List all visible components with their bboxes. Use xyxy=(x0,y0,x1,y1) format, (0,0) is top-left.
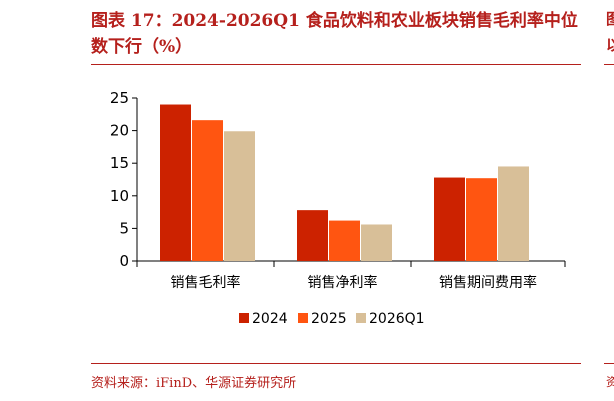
x-category-label: 销售期间费用率 xyxy=(439,274,537,291)
caption-divider xyxy=(91,64,581,65)
adjacent-divider xyxy=(604,64,614,65)
bar-2024-1 xyxy=(297,210,328,261)
source-note: 资料来源：iFinD、华源证券研究所 xyxy=(91,376,297,391)
adjacent-source-fragment: 资 xyxy=(606,375,614,389)
bars xyxy=(160,104,529,262)
bar-2024-2 xyxy=(434,177,465,261)
source-divider xyxy=(91,363,581,364)
y-tick-label: 25 xyxy=(110,89,129,107)
x-category-label: 销售净利率 xyxy=(308,274,378,291)
bar-2026Q1-1 xyxy=(361,224,392,261)
adjacent-divider xyxy=(604,363,614,364)
y-tick-label: 10 xyxy=(110,187,129,205)
adjacent-caption-fragment: 以 xyxy=(606,36,614,54)
legend: 2024 2025 2026Q1 xyxy=(239,311,425,327)
bar-2025-2 xyxy=(466,178,497,261)
legend-swatch xyxy=(356,313,366,323)
x-axis: 销售毛利率 销售净利率 销售期间费用率 xyxy=(136,260,566,291)
y-axis: 0 5 10 15 20 25 xyxy=(110,89,138,270)
bar-2025-0 xyxy=(192,120,223,261)
y-tick-label: 0 xyxy=(119,252,129,270)
bar-2026Q1-0 xyxy=(224,131,255,261)
bar-2025-1 xyxy=(329,220,360,261)
y-tick-label: 15 xyxy=(110,154,129,172)
figure-caption: 图表 17：2024-2026Q1 食品饮料和农业板块销售毛利率中位数下行（%） xyxy=(91,11,578,57)
bar-2024-0 xyxy=(160,104,191,262)
legend-label: 2026Q1 xyxy=(369,311,425,327)
legend-label: 2025 xyxy=(311,311,347,327)
y-tick-label: 20 xyxy=(110,122,129,140)
y-tick-label: 5 xyxy=(119,219,129,237)
legend-swatch xyxy=(239,313,249,323)
adjacent-caption-fragment: 图 xyxy=(606,10,614,28)
bar-2026Q1-2 xyxy=(498,166,529,261)
x-category-label: 销售毛利率 xyxy=(171,274,241,291)
legend-swatch xyxy=(298,313,308,323)
legend-label: 2024 xyxy=(252,311,288,327)
